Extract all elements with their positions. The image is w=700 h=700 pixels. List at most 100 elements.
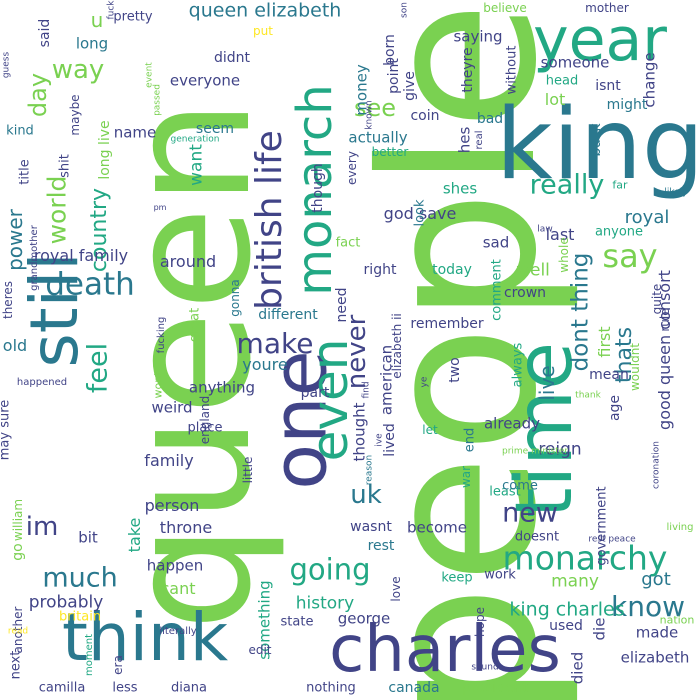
word-nothing: nothing	[306, 680, 356, 696]
word-much: much	[42, 562, 118, 594]
word-england: england	[198, 395, 212, 445]
word-though: though	[310, 163, 326, 213]
word-bit: bit	[78, 528, 98, 547]
word-crown: crown	[503, 285, 547, 301]
word-always: always	[510, 342, 526, 388]
word-different: different	[258, 307, 318, 323]
word-see: see	[353, 94, 397, 122]
word-last: last	[545, 225, 575, 244]
word-ye: ye	[419, 376, 430, 388]
word-think: think	[61, 599, 229, 676]
word-someone: someone	[540, 53, 610, 72]
word-canada: canada	[388, 680, 440, 696]
word-cant: cant	[160, 579, 196, 598]
word-british-life: british life	[249, 130, 290, 310]
word-never: never	[342, 314, 372, 390]
word-lived: lived	[382, 423, 398, 457]
word-kind: kind	[6, 123, 34, 139]
word-known: known	[364, 100, 375, 130]
word-guess: guess	[1, 51, 12, 79]
word-long-live: long live	[97, 120, 113, 180]
word-whole: whole	[557, 237, 571, 273]
word-death: death	[45, 266, 135, 303]
word-believe: believe	[483, 1, 527, 15]
word-hope: hope	[473, 607, 487, 637]
word-maybe: maybe	[68, 94, 82, 136]
word-used: used	[549, 618, 583, 634]
word-generation: generation	[170, 134, 220, 145]
word-love: love	[389, 576, 403, 602]
word-age: age	[607, 394, 623, 422]
word-already: already	[483, 414, 541, 433]
word-everyone: everyone	[169, 71, 241, 90]
word-go: go	[10, 543, 26, 561]
word-better: better	[371, 145, 409, 159]
word-give: give	[402, 71, 418, 101]
word-well: well	[516, 260, 550, 281]
word-happen: happen	[146, 556, 204, 575]
word-year: year	[533, 5, 667, 75]
word-mother: mother	[585, 1, 629, 15]
word-theres: theres	[1, 281, 15, 319]
word-wasnt: wasnt	[350, 519, 392, 535]
word-pretty: pretty	[113, 9, 153, 25]
word-thought: thought	[350, 402, 369, 462]
word-first: first	[595, 326, 614, 358]
word-least: least	[489, 484, 521, 500]
word-fact: fact	[335, 235, 361, 251]
word-made: made	[635, 623, 679, 642]
word-royal-family: royal family	[33, 246, 129, 265]
word-gonna: gonna	[228, 279, 242, 317]
word-come: come	[502, 478, 538, 494]
word-title: title	[17, 159, 33, 185]
word-need: need	[334, 287, 350, 323]
word-less: less	[112, 680, 138, 696]
word-president: president	[462, 680, 528, 696]
word-real: real	[474, 130, 485, 150]
word-diana: diana	[170, 680, 208, 696]
word-know: know	[611, 590, 685, 623]
word-king: king	[495, 88, 700, 202]
word-dont-thing: dont thing	[567, 252, 594, 372]
word-queen-elizabeth: queen elizabeth	[188, 0, 342, 22]
word-doesnt: doesnt	[514, 529, 560, 545]
word-anything: anything	[188, 378, 256, 397]
word-rest-peace: rest peace	[588, 534, 636, 545]
word-look: look	[412, 199, 428, 227]
word-want: want	[186, 144, 207, 186]
word-great: great	[187, 307, 203, 343]
word-far: far	[612, 178, 628, 192]
word-make: make	[236, 327, 314, 360]
word-pm: pm	[153, 203, 167, 212]
word-name: name	[113, 123, 157, 142]
word-little: little	[241, 456, 255, 484]
word-moment: moment	[84, 633, 95, 677]
word-elizabeth: elizabeth	[620, 648, 690, 667]
word-war: war	[459, 465, 473, 489]
word-power: power	[3, 209, 27, 271]
word-place: place	[187, 420, 223, 436]
word-say: say	[602, 237, 658, 275]
word-end: end	[462, 427, 478, 453]
word-ive: ive	[374, 433, 385, 447]
word-george: george	[337, 609, 391, 628]
word-live: live	[535, 365, 559, 401]
word-find: find	[361, 381, 372, 399]
word-living: living	[666, 522, 694, 533]
word-william: william	[11, 498, 25, 542]
word-change: change	[640, 52, 659, 108]
word-fucking: fucking	[156, 316, 167, 354]
word-king-charles: king charles	[509, 598, 625, 621]
word-keep: keep	[441, 570, 473, 586]
word-remember: remember	[410, 316, 484, 332]
word-government: government	[594, 486, 610, 566]
word-youre: youre	[242, 355, 288, 374]
word-born: born	[382, 34, 398, 66]
word-two: two	[447, 357, 463, 383]
word-state: state	[280, 614, 314, 630]
word-take: take	[125, 517, 144, 553]
word-right: right	[363, 262, 397, 278]
word-comment: comment	[489, 259, 505, 321]
word-u: u	[90, 8, 104, 32]
word-around: around	[159, 252, 217, 271]
